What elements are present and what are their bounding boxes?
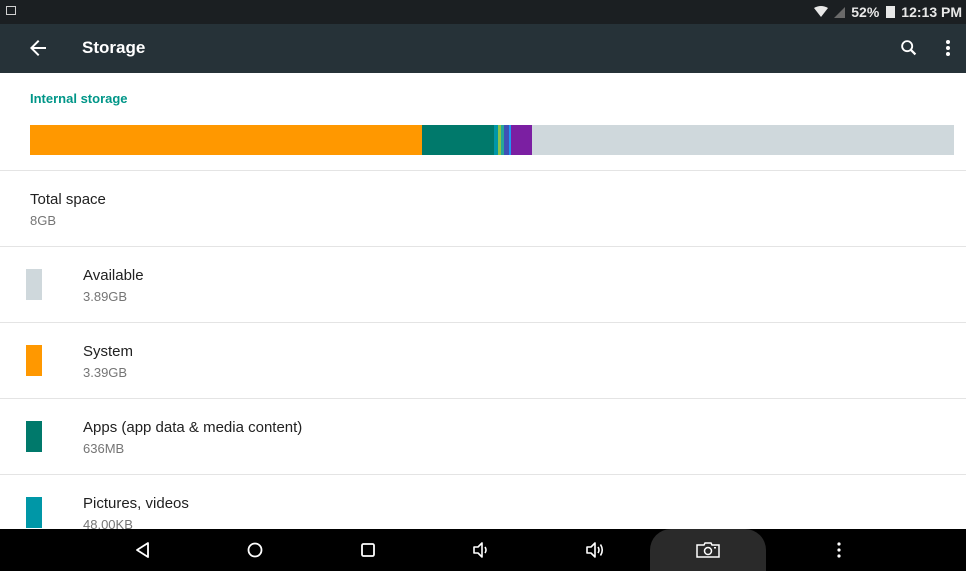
divider <box>0 246 966 247</box>
usage-segment <box>501 125 504 155</box>
home-circle-icon <box>247 542 263 558</box>
search-button[interactable] <box>898 37 920 59</box>
category-size: 48.00KB <box>83 517 133 529</box>
nav-recents-button[interactable] <box>353 529 383 571</box>
category-size: 3.89GB <box>83 289 128 304</box>
battery-percent: 52% <box>851 4 880 20</box>
screenshot-icon <box>696 542 720 558</box>
wifi-icon <box>814 6 829 18</box>
color-swatch <box>26 269 42 300</box>
back-triangle-icon <box>136 542 149 558</box>
nav-volume-up-button[interactable] <box>580 529 610 571</box>
notification-image-icon <box>6 6 16 15</box>
more-vert-icon <box>946 40 950 56</box>
divider <box>0 170 966 171</box>
category-label: Pictures, videos <box>83 495 189 512</box>
app-bar: Storage <box>0 24 966 73</box>
category-label: Apps (app data & media content) <box>83 419 303 436</box>
nav-volume-down-button[interactable] <box>466 529 496 571</box>
category-row-pictures-videos[interactable]: Pictures, videos 48.00KB <box>0 475 966 529</box>
page-title: Storage <box>82 38 146 57</box>
usage-segment <box>30 125 422 155</box>
category-label: Available <box>83 267 144 284</box>
usage-segment <box>511 125 532 155</box>
total-space-label: Total space <box>30 191 106 208</box>
category-row-apps[interactable]: Apps (app data & media content) 636MB <box>0 399 966 474</box>
menu-dots-icon <box>837 542 841 558</box>
category-size: 3.39GB <box>83 365 128 380</box>
category-label: System <box>83 343 134 360</box>
color-swatch <box>26 421 42 452</box>
storage-usage-bar <box>30 125 954 155</box>
usage-segment <box>497 125 502 155</box>
section-header-internal-storage: Internal storage <box>30 91 128 106</box>
recents-square-icon <box>361 543 375 557</box>
clock: 12:13 PM <box>901 4 962 20</box>
status-bar: 52% 12:13 PM <box>0 0 966 24</box>
more-options-button[interactable] <box>938 37 958 59</box>
back-button[interactable] <box>26 36 50 60</box>
usage-segment <box>421 125 494 155</box>
total-space-value: 8GB <box>30 213 57 228</box>
screenshot-button-background <box>650 529 766 571</box>
category-size: 636MB <box>83 441 125 456</box>
usage-segment <box>508 125 512 155</box>
category-row-available[interactable]: Available 3.89GB <box>0 247 966 322</box>
color-swatch <box>26 345 42 376</box>
divider <box>0 474 966 475</box>
nav-screenshot-button[interactable] <box>692 529 724 571</box>
volume-down-icon <box>473 542 487 558</box>
battery-icon <box>886 6 896 18</box>
nav-menu-button[interactable] <box>828 529 850 571</box>
back-arrow-icon <box>30 40 46 56</box>
search-icon <box>901 40 917 56</box>
navigation-bar <box>0 529 966 571</box>
no-signal-icon <box>834 6 846 18</box>
divider <box>0 398 966 399</box>
volume-up-icon <box>586 542 604 558</box>
color-swatch <box>26 497 42 528</box>
nav-back-button[interactable] <box>128 529 158 571</box>
nav-home-button[interactable] <box>240 529 270 571</box>
status-indicators: 52% 12:13 PM <box>814 0 962 24</box>
usage-segment <box>503 125 509 155</box>
divider <box>0 322 966 323</box>
category-row-system[interactable]: System 3.39GB <box>0 323 966 398</box>
usage-segment <box>493 125 498 155</box>
